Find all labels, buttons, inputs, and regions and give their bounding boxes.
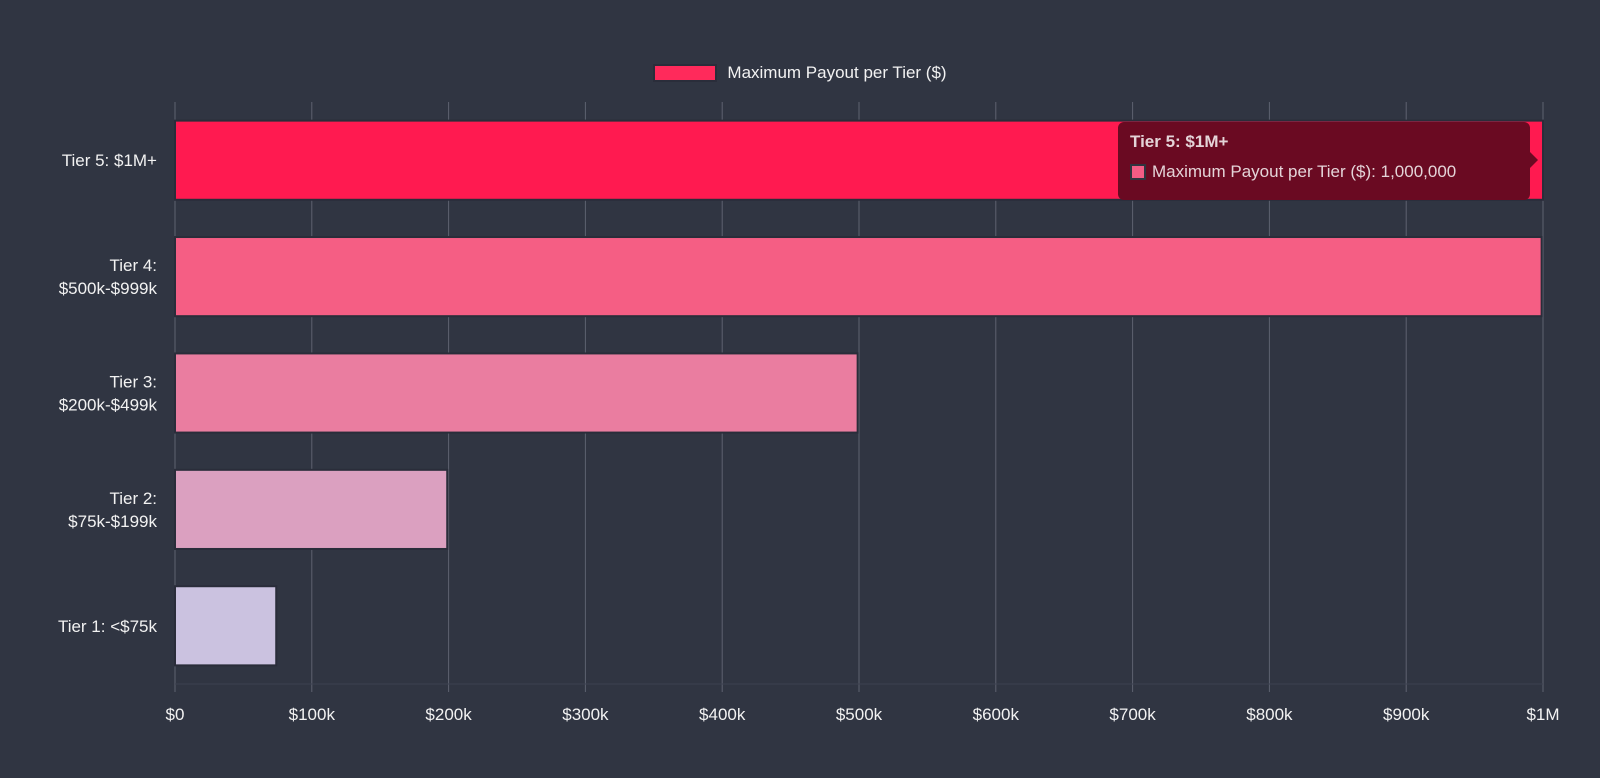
tooltip-title: Tier 5: $1M+	[1130, 132, 1229, 151]
bar	[174, 468, 449, 550]
x-tick-label: $600k	[973, 705, 1020, 724]
y-tick-label: $75k-$199k	[68, 512, 157, 531]
tooltip: Tier 5: $1M+ Maximum Payout per Tier ($)…	[1118, 122, 1538, 200]
x-tick-label: $100k	[289, 705, 336, 724]
x-tick-label: $300k	[562, 705, 609, 724]
x-tick-label: $1M	[1526, 705, 1559, 724]
x-tick-label: $0	[166, 705, 185, 724]
y-tick-label: $500k-$999k	[59, 279, 158, 298]
legend[interactable]: Maximum Payout per Tier ($)	[0, 63, 1600, 83]
tooltip-body: Maximum Payout per Tier ($): 1,000,000	[1130, 162, 1518, 182]
tooltip-text: Maximum Payout per Tier ($): 1,000,000	[1152, 162, 1457, 181]
bar	[174, 352, 859, 434]
x-tick-label: $400k	[699, 705, 746, 724]
x-tick-label: $200k	[425, 705, 472, 724]
y-tick-label: Tier 3:	[109, 373, 157, 392]
legend-swatch[interactable]	[653, 64, 718, 82]
y-tick-label: Tier 5: $1M+	[62, 151, 157, 170]
x-tick-label: $800k	[1246, 705, 1293, 724]
bar	[174, 236, 1543, 318]
tooltip-swatch	[1130, 164, 1146, 180]
legend-label[interactable]: Maximum Payout per Tier ($)	[727, 63, 947, 82]
x-tick-label: $900k	[1383, 705, 1430, 724]
bar	[174, 585, 278, 667]
y-tick-label: $200k-$499k	[59, 396, 158, 415]
x-tick-label: $700k	[1109, 705, 1156, 724]
x-tick-label: $500k	[836, 705, 883, 724]
y-tick-label: Tier 4:	[109, 256, 157, 275]
y-tick-label: Tier 1: <$75k	[58, 617, 158, 636]
y-tick-label: Tier 2:	[109, 489, 157, 508]
